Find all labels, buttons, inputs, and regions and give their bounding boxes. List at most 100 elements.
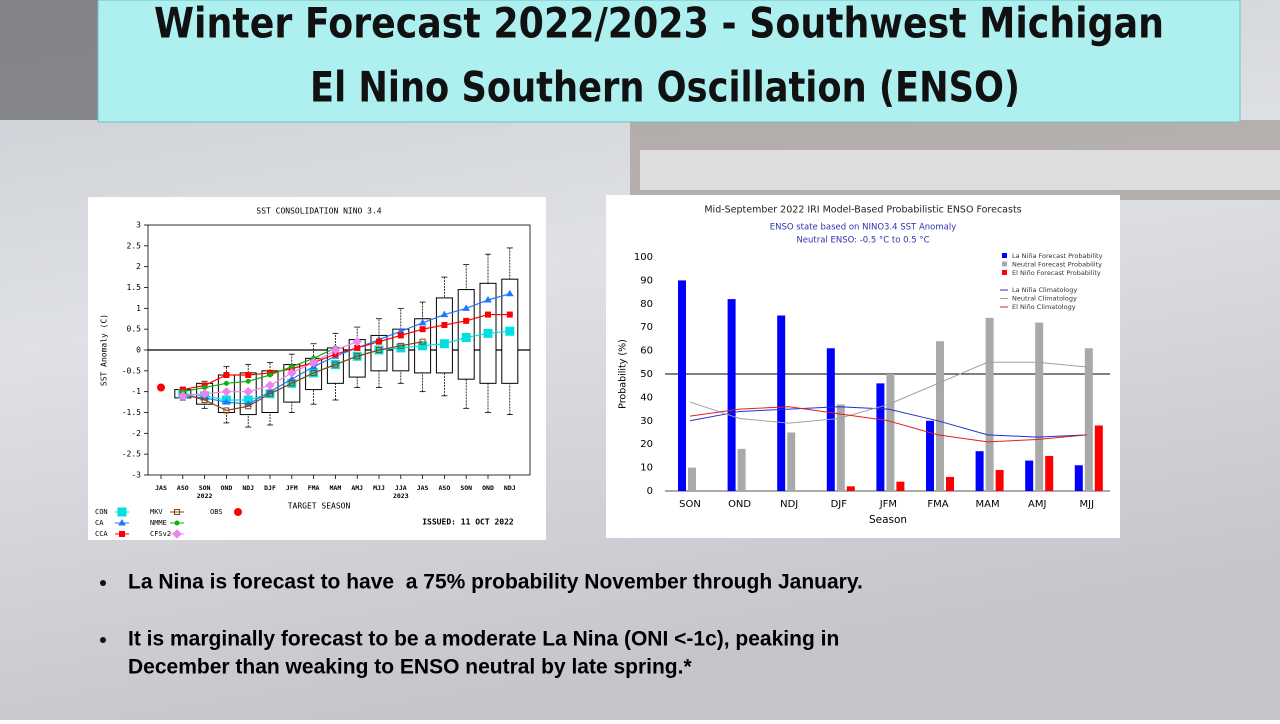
bar: [678, 280, 686, 491]
marker: [397, 332, 404, 339]
y-tick-label: 20: [640, 439, 653, 450]
bar: [1045, 455, 1054, 491]
legend-label: El Niño Forecast Probability: [1012, 269, 1101, 277]
bar: [737, 448, 746, 491]
bullet-dot: [100, 637, 106, 643]
marker: [419, 326, 426, 333]
bullet-text: La Nina is forecast to have a 75% probab…: [128, 571, 863, 594]
marker: [245, 372, 252, 378]
y-tick-label: 10: [640, 463, 653, 474]
y-tick-label: 0: [136, 346, 141, 355]
x-tick-label: ASO: [439, 484, 451, 492]
bar: [787, 432, 796, 491]
marker: [267, 372, 273, 378]
year-label: 2023: [393, 492, 409, 500]
bar: [1084, 348, 1093, 491]
y-tick-label: 60: [640, 346, 653, 357]
bar: [836, 404, 845, 491]
bar: [1035, 322, 1044, 491]
legend-label: CCA: [95, 530, 108, 538]
x-tick-label: JFM: [286, 484, 298, 492]
y-tick-label: -2.5: [122, 450, 141, 459]
chart-subtitle: Neutral ENSO: -0.5 °C to 0.5 °C: [796, 236, 929, 246]
marker: [223, 407, 230, 414]
marker: [332, 361, 339, 368]
marker: [461, 333, 471, 342]
bar: [946, 476, 954, 491]
marker: [119, 531, 125, 537]
bar: [1074, 465, 1083, 491]
marker: [308, 357, 319, 368]
x-tick-label: OND: [482, 484, 494, 492]
x-tick-label: NDJ: [780, 499, 798, 510]
y-axis-label: Probability (%): [618, 339, 629, 409]
y-tick-label: 1: [136, 304, 141, 313]
title-box: [97, 0, 1241, 123]
y-tick-label: -0.5: [122, 366, 141, 375]
x-tick-label: AMJ: [1028, 499, 1046, 510]
series-line: [182, 341, 423, 412]
marker: [354, 353, 361, 360]
marker: [419, 338, 426, 345]
y-tick-label: 0.5: [127, 325, 142, 334]
y-tick-label: 30: [640, 416, 653, 427]
marker: [178, 391, 188, 401]
bullets: La Nina is forecast to have a 75% probab…: [100, 571, 863, 679]
legend-label: CFSv2: [150, 530, 171, 538]
enso-chart: Mid-September 2022 IRI Model-Based Proba…: [618, 205, 1110, 526]
bar: [975, 451, 984, 491]
box: [435, 297, 453, 374]
marker: [462, 304, 471, 311]
x-tick-label: DJF: [831, 499, 848, 510]
marker: [243, 386, 253, 397]
marker: [174, 520, 180, 526]
series-line: [182, 347, 336, 393]
x-tick-label: SON: [460, 484, 472, 492]
bar: [886, 374, 895, 491]
x-tick-label: JAS: [417, 484, 429, 492]
x-tick-label: FMA: [308, 484, 320, 492]
marker: [223, 372, 230, 378]
bar: [926, 420, 934, 491]
sst-chart: SST CONSOLIDATION NINO 3.4 SST Anomaly (C…: [95, 207, 531, 539]
marker: [376, 347, 382, 353]
marker: [463, 317, 470, 324]
marker: [484, 296, 492, 303]
x-tick-label: NDJ: [242, 484, 254, 492]
x-tick-label: SON: [679, 499, 701, 510]
marker: [234, 508, 242, 516]
marker: [439, 339, 449, 349]
bar: [995, 469, 1004, 491]
chart-title: Mid-September 2022 IRI Model-Based Proba…: [704, 205, 1021, 216]
x-tick-label: MAM: [330, 484, 342, 492]
marker: [172, 529, 182, 539]
y-tick-label: 2: [136, 262, 141, 271]
y-tick-label: 2.5: [127, 241, 142, 250]
y-tick-label: 50: [640, 369, 653, 380]
x-tick-label: OND: [728, 499, 751, 510]
y-tick-label: 70: [640, 322, 653, 333]
y-tick-label: 40: [640, 392, 653, 403]
bar: [896, 481, 905, 491]
chart-title: SST CONSOLIDATION NINO 3.4: [256, 207, 381, 216]
marker: [265, 380, 275, 391]
x-tick-label: JAS: [155, 484, 167, 492]
legend-label: El Niño Climatology: [1012, 303, 1076, 311]
bullet-dot: [100, 580, 106, 586]
climatology-line: [689, 361, 1087, 424]
legend-label: MKV: [150, 508, 163, 516]
x-tick-label: JFM: [879, 499, 897, 510]
bullet-text: December than weaking to ENSO neutral by…: [128, 656, 692, 679]
x-axis-label: Season: [869, 514, 907, 526]
marker: [222, 398, 231, 405]
marker: [287, 368, 297, 378]
marker: [221, 386, 232, 397]
marker: [397, 342, 404, 349]
marker: [441, 322, 448, 328]
series-line: [182, 293, 510, 405]
marker: [117, 507, 127, 517]
y-tick-label: 100: [634, 252, 653, 263]
title: Winter Forecast 2022/2023 - Southwest Mi…: [154, 0, 1164, 48]
y-tick-label: -2: [131, 429, 141, 438]
